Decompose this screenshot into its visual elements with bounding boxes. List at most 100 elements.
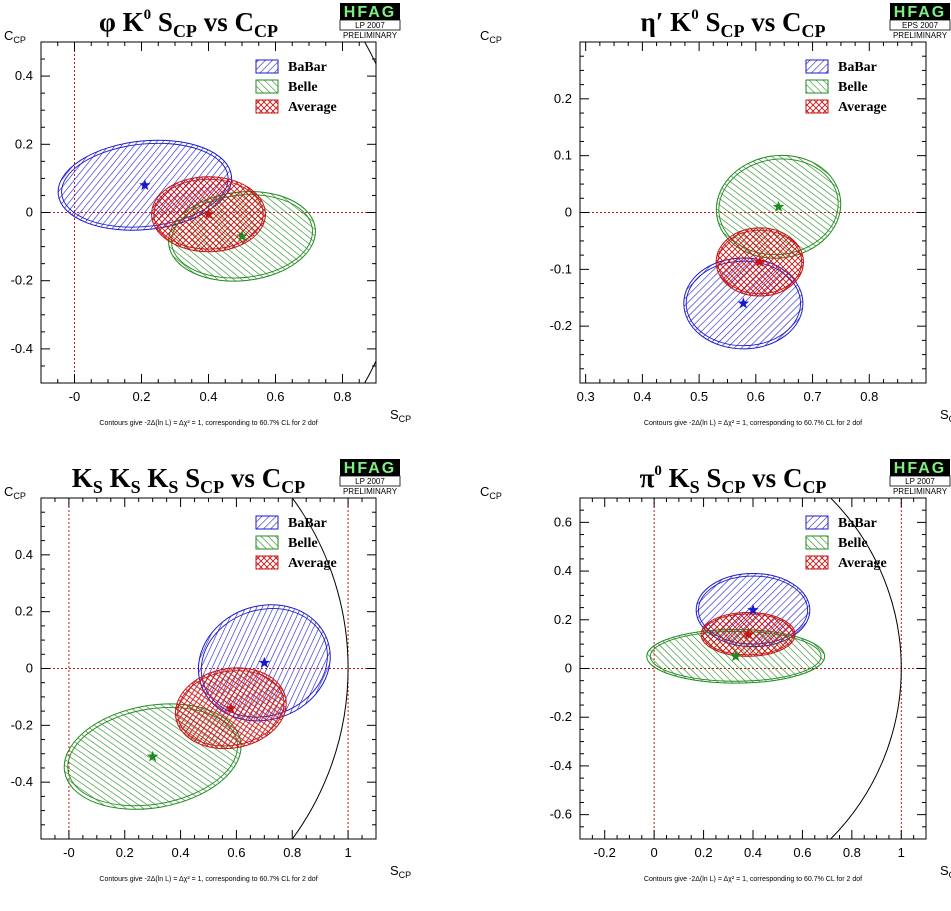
title-vs: vs	[224, 463, 262, 493]
y-axis-label: CCP	[480, 28, 502, 45]
title-mid-sub: S	[131, 477, 141, 497]
hfag-logo-box	[890, 3, 950, 20]
title-sup: 0	[691, 7, 699, 23]
legend-label-babar: BaBar	[288, 516, 327, 531]
x-tick-label: 0.3	[577, 389, 595, 404]
title-sup: 0	[144, 7, 152, 23]
hfag-conference: LP 2007	[905, 477, 935, 486]
title-vs: vs	[744, 7, 782, 37]
y-tick-label: 0.2	[554, 612, 572, 627]
x-tick-label: 0.6	[793, 845, 811, 860]
average-contour-inner	[177, 670, 285, 747]
x-axis-label-main: S	[940, 407, 949, 422]
x-axis-label: SCP	[940, 863, 951, 880]
legend-label-average: Average	[288, 556, 337, 571]
y-tick-label: -0.1	[550, 261, 572, 276]
x-tick-label: 0.6	[747, 389, 765, 404]
legend-label-belle: Belle	[288, 536, 318, 551]
chart-title: φ K0 SCP vs CCP	[99, 7, 278, 41]
legend-swatch-average	[255, 99, 279, 114]
belle-central-value	[772, 200, 785, 212]
legend-swatch-babar	[805, 515, 829, 530]
title-c: C	[262, 463, 282, 493]
title-c: C	[783, 463, 803, 493]
contour-note: Contours give -2Δ(ln L) = Δχ² = 1, corre…	[644, 876, 862, 883]
x-tick-label: 0.6	[266, 389, 284, 404]
x-axis-label: SCP	[940, 407, 951, 424]
average-central-value	[225, 702, 237, 714]
hfag-logo-box	[340, 3, 400, 20]
legend-label-belle: Belle	[838, 80, 868, 95]
legend: BaBar Belle Average	[805, 59, 887, 115]
title-c: C	[782, 7, 802, 37]
y-tick-label: 0.4	[15, 68, 33, 83]
x-tick-label: 1	[344, 845, 351, 860]
title-mid2-sub: S	[168, 477, 178, 497]
x-axis-label-sub: CP	[399, 870, 412, 880]
title-sup: 0	[654, 463, 662, 479]
hfag-logo: HFAG	[344, 460, 396, 477]
contour-note: Contours give -2Δ(ln L) = Δχ² = 1, corre…	[99, 420, 317, 427]
x-tick-label: 0	[651, 845, 658, 860]
babar-central-value	[139, 179, 151, 191]
y-axis-label-sub: CP	[13, 35, 26, 45]
x-tick-label: 0.2	[695, 845, 713, 860]
babar-central-value	[737, 297, 750, 309]
x-axis-label-main: S	[940, 863, 949, 878]
babar-central-value	[747, 604, 759, 615]
average-central-value	[754, 255, 766, 267]
y-tick-label: -0.2	[11, 717, 33, 732]
legend-swatch-belle	[805, 79, 829, 94]
legend-label-babar: BaBar	[838, 516, 877, 531]
panel-2-plot-area	[580, 154, 926, 350]
y-tick-label: -0.4	[550, 758, 572, 773]
title-c-sub: CP	[801, 21, 825, 41]
legend-label-average: Average	[838, 100, 887, 115]
average-contour-inner	[153, 178, 264, 250]
title-mid: K	[103, 463, 131, 493]
title-main: η′ K	[641, 7, 692, 37]
title-c-sub: CP	[802, 477, 826, 497]
y-tick-label: 0	[565, 205, 572, 220]
y-tick-label: -0.2	[11, 273, 33, 288]
hfag-conference: EPS 2007	[902, 21, 939, 30]
panel-3-plot-area	[41, 498, 376, 839]
y-tick-label: 0.1	[554, 148, 572, 163]
y-axis-label-sub: CP	[13, 491, 26, 501]
y-tick-label: -0.4	[11, 341, 33, 356]
legend-label-babar: BaBar	[838, 60, 877, 75]
x-axis-label-main: S	[390, 863, 399, 878]
hfag-conf-box	[889, 475, 951, 487]
y-axis-label-sub: CP	[489, 35, 502, 45]
title-s: S	[151, 7, 173, 37]
x-tick-label: 0.4	[633, 389, 651, 404]
legend-label-average: Average	[288, 100, 337, 115]
chart-title: η′ K0 SCP vs CCP	[641, 7, 826, 41]
legend: BaBar Belle Average	[255, 515, 337, 571]
title-main-sub: S	[93, 477, 103, 497]
hfag-logo-box	[890, 459, 950, 476]
title-main: π	[640, 463, 655, 493]
y-tick-label: -0.2	[550, 709, 572, 724]
y-tick-label: 0.2	[554, 91, 572, 106]
belle-central-value	[729, 650, 742, 662]
title-mid2: K	[141, 463, 169, 493]
legend-swatch-belle	[255, 535, 279, 550]
average-central-value	[742, 628, 754, 640]
contour-note: Contours give -2Δ(ln L) = Δχ² = 1, corre…	[644, 420, 862, 427]
legend: BaBar Belle Average	[255, 59, 337, 115]
hfag-logo: HFAG	[344, 4, 396, 21]
hfag-conference: LP 2007	[355, 477, 385, 486]
unit-circle-boundary	[829, 498, 902, 839]
y-tick-label: 0.4	[554, 563, 572, 578]
title-main: K	[72, 463, 93, 493]
legend-label-belle: Belle	[838, 536, 868, 551]
x-tick-label: -0.2	[594, 845, 616, 860]
legend-swatch-babar	[255, 59, 279, 74]
legend-label-babar: BaBar	[288, 60, 327, 75]
